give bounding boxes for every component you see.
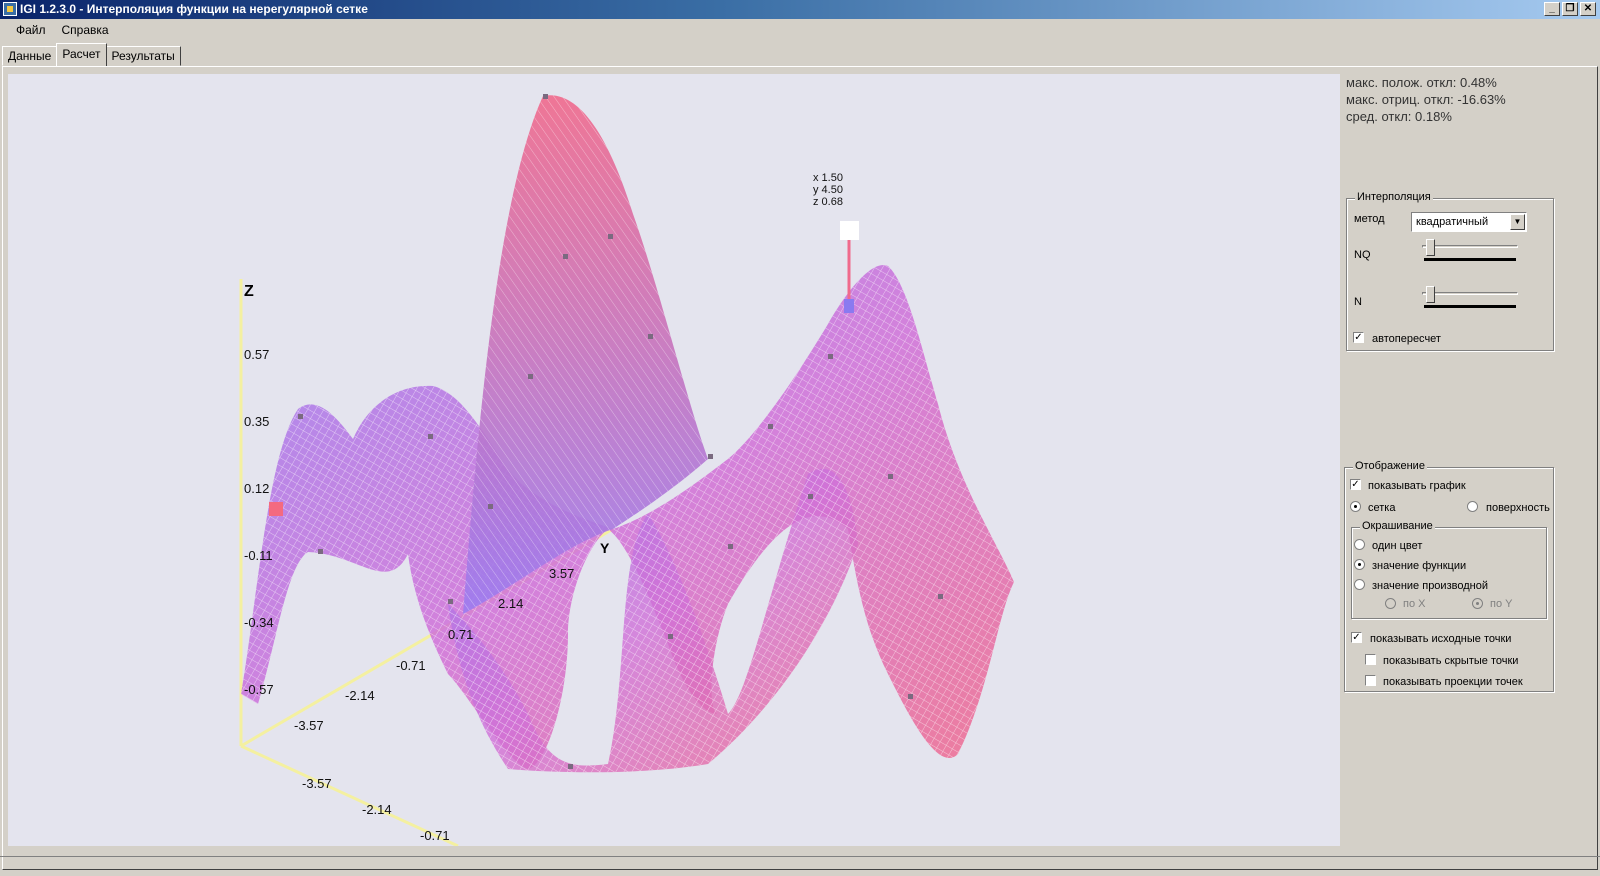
z-tick: -0.57 <box>244 682 274 697</box>
chevron-down-icon[interactable]: ▼ <box>1510 214 1525 230</box>
point-marker-red[interactable] <box>269 502 283 516</box>
title-bar: IGI 1.2.3.0 - Интерполяция функции на не… <box>0 0 1600 19</box>
app-icon[interactable] <box>3 2 17 16</box>
function-value-radio[interactable] <box>1354 559 1365 570</box>
by-x-radio[interactable] <box>1385 598 1396 609</box>
plot-3d-view[interactable]: Z Y 0.57 0.35 0.12 -0.11 -0.34 -0.57 -3.… <box>8 74 1340 846</box>
nq-slider-thumb[interactable] <box>1425 239 1435 256</box>
z-tick: -0.34 <box>244 615 274 630</box>
nq-slider[interactable] <box>1422 239 1522 263</box>
auto-recalc-label: автопересчет <box>1372 333 1441 345</box>
surface-mesh <box>241 95 1014 773</box>
x-tick: -0.71 <box>420 828 450 843</box>
display-group-title: Отображение <box>1353 460 1427 472</box>
x-tick: -3.57 <box>302 776 332 791</box>
show-source-points-checkbox[interactable]: ✓ <box>1351 632 1362 643</box>
surface-radio[interactable] <box>1467 501 1478 512</box>
mesh-radio-label: сетка <box>1368 502 1396 514</box>
display-group: Отображение <box>1344 460 1554 692</box>
tooltip-y: y 4.50 <box>813 184 843 196</box>
interpolation-group-title: Интерполяция <box>1355 191 1433 203</box>
coloring-group-title: Окрашивание <box>1360 520 1435 532</box>
n-slider-thumb[interactable] <box>1425 286 1435 303</box>
tooltip-z: z 0.68 <box>813 196 843 208</box>
n-slider[interactable] <box>1422 286 1522 310</box>
tooltip-x: x 1.50 <box>813 172 843 184</box>
interpolation-group: Интерполяция <box>1346 191 1554 351</box>
n-label: N <box>1354 296 1362 308</box>
x-tick: -2.14 <box>362 802 392 817</box>
tab-strip: Данные Расчет Результаты <box>2 43 181 66</box>
coloring-group: Окрашивание <box>1351 520 1547 619</box>
tab-results[interactable]: Результаты <box>105 46 181 66</box>
z-axis-label: Z <box>244 283 254 300</box>
derivative-value-label: значение производной <box>1372 580 1488 592</box>
status-bar <box>0 856 1600 876</box>
menu-bar: Файл Справка <box>0 19 1600 41</box>
close-button[interactable]: ✕ <box>1580 2 1596 16</box>
source-points <box>298 94 943 769</box>
deviation-stats: макс. полож. откл: 0.48% макс. отриц. от… <box>1346 74 1506 125</box>
tab-panel <box>2 66 1598 870</box>
show-projections-checkbox[interactable] <box>1365 675 1376 686</box>
tab-data[interactable]: Данные <box>2 46 58 66</box>
point-tooltip: x 1.50 y 4.50 z 0.68 <box>813 172 843 208</box>
y-axis-label: Y <box>600 540 610 556</box>
z-tick: 0.35 <box>244 414 269 429</box>
by-x-label: по X <box>1403 598 1426 610</box>
one-color-label: один цвет <box>1372 540 1423 552</box>
by-y-label: по Y <box>1490 598 1513 610</box>
selected-point-marker[interactable] <box>840 221 859 240</box>
window-title: IGI 1.2.3.0 - Интерполяция функции на не… <box>20 2 368 16</box>
method-select-value: квадратичный <box>1416 216 1489 228</box>
z-tick: -0.11 <box>244 548 273 563</box>
nq-label: NQ <box>1354 249 1371 261</box>
y-tick: -0.71 <box>396 658 426 673</box>
one-color-radio[interactable] <box>1354 539 1365 550</box>
average-deviation: сред. откл: 0.18% <box>1346 109 1452 124</box>
function-value-label: значение функции <box>1372 560 1467 572</box>
y-tick: 0.71 <box>448 627 473 642</box>
y-tick: -3.57 <box>294 718 324 733</box>
y-tick: -2.14 <box>345 688 375 703</box>
show-projections-label: показывать проекции точек <box>1383 676 1523 688</box>
menu-file[interactable]: Файл <box>16 23 46 37</box>
max-negative-deviation: макс. отриц. откл: -16.63% <box>1346 92 1506 107</box>
maximize-button[interactable]: ❐ <box>1562 2 1578 16</box>
z-tick: 0.57 <box>244 347 269 362</box>
z-tick: 0.12 <box>244 481 269 496</box>
show-graph-label: показывать график <box>1368 480 1466 492</box>
plot-canvas[interactable]: Z Y 0.57 0.35 0.12 -0.11 -0.34 -0.57 -3.… <box>8 74 1340 846</box>
tab-calculation[interactable]: Расчет <box>56 43 107 66</box>
method-label: метод <box>1354 213 1385 225</box>
show-hidden-points-checkbox[interactable] <box>1365 654 1376 665</box>
point-marker-blue[interactable] <box>844 299 854 313</box>
mesh-radio[interactable] <box>1350 501 1361 512</box>
show-source-points-label: показывать исходные точки <box>1370 633 1512 645</box>
minimize-button[interactable]: _ <box>1544 2 1560 16</box>
auto-recalc-checkbox[interactable]: ✓ <box>1353 332 1364 343</box>
y-tick: 2.14 <box>498 596 523 611</box>
derivative-value-radio[interactable] <box>1354 579 1365 590</box>
menu-help[interactable]: Справка <box>61 23 109 37</box>
method-select[interactable]: квадратичный ▼ <box>1411 212 1527 232</box>
y-tick: 3.57 <box>549 566 574 581</box>
show-hidden-points-label: показывать скрытые точки <box>1383 655 1519 667</box>
max-positive-deviation: макс. полож. откл: 0.48% <box>1346 75 1497 90</box>
by-y-radio[interactable] <box>1472 598 1483 609</box>
surface-radio-label: поверхность <box>1486 502 1550 514</box>
show-graph-checkbox[interactable]: ✓ <box>1350 479 1361 490</box>
